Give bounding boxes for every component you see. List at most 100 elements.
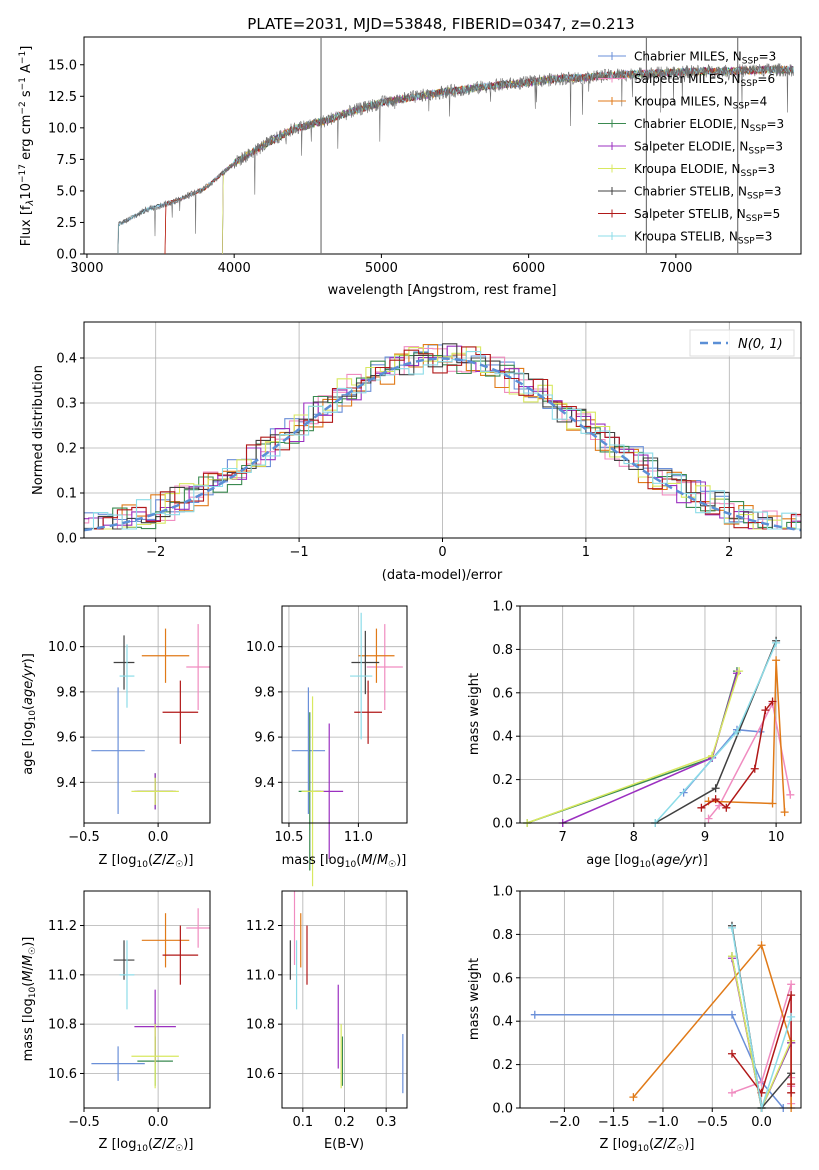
residuals-histograms [84, 343, 801, 530]
mZ-axes [83, 890, 211, 1109]
spectrum-x-tick-label: 6000 [512, 261, 545, 276]
mZ-y-label: mass [log10(M/M☉)] [21, 937, 38, 1062]
ageZ-x-tick-label: 0.0 [148, 830, 169, 845]
legend-label-salpeter_stelib: Salpeter STELIB, NSSP=5 [634, 207, 780, 224]
mE-y-tick-label: 11.2 [246, 919, 275, 934]
ageM-x-tick-label: 11.0 [344, 830, 373, 845]
wZ-marker-salpeter_miles [727, 1088, 736, 1097]
wZ-marker-kroupa_miles [757, 941, 766, 950]
spectrum-x-label: wavelength [Angstrom, rest frame] [328, 283, 557, 298]
spectrum-y-tick-label: 5.0 [56, 184, 77, 199]
spectrum-y-tick-label: 7.5 [56, 153, 77, 168]
legend-label: N(0, 1) [738, 337, 783, 352]
wAge-x-tick-label: 7 [559, 830, 567, 845]
residuals-y-tick-label: 0.2 [56, 442, 77, 457]
wZ-x-tick-label: −1.0 [647, 1115, 679, 1130]
mZ-y-tick-label: 11.0 [48, 968, 77, 983]
spectrum-y-tick-label: 2.5 [56, 216, 77, 231]
wAge-marker-kroupa_miles [780, 808, 789, 817]
wZ-y-tick-label: 1.0 [492, 885, 513, 900]
wZ-y-tick-label: 0.4 [492, 1015, 513, 1030]
wZ-x-tick-label: 0.0 [751, 1115, 772, 1130]
wAge-y-tick-label: 0.8 [492, 643, 513, 658]
residuals-y-label: Normed distribution [31, 365, 46, 495]
ageZ-y-tick-label: 9.8 [56, 685, 77, 700]
legend-label-salpeter_elodie: Salpeter ELODIE, NSSP=3 [634, 140, 783, 157]
wZ-y-tick-label: 0.2 [492, 1058, 513, 1073]
residuals-legend: N(0, 1) [689, 329, 795, 357]
legend-label-kroupa_miles: Kroupa MILES, NSSP=4 [634, 95, 767, 112]
residuals-y-tick-label: 0.3 [56, 397, 77, 412]
spectrum-x-tick-label: 3000 [70, 261, 103, 276]
wZ-marker-kroupa_elodie [727, 952, 736, 961]
wZ-marker-salpeter_stelib [787, 1088, 796, 1097]
wZ-axes [519, 890, 802, 1109]
histogram-chabrier_stelib [84, 343, 801, 530]
ageZ-y-tick-label: 10.0 [48, 640, 77, 655]
ageM-y-tick-label: 9.4 [254, 776, 275, 791]
wAge-marker-chabrier_stelib [711, 784, 720, 793]
spectrum-y-tick-label: 12.5 [48, 90, 77, 105]
legend-label-chabrier_miles: Chabrier MILES, NSSP=3 [634, 50, 776, 67]
ageZ-y-tick-label: 9.6 [56, 731, 77, 746]
wZ-marker-salpeter_stelib [787, 991, 796, 1000]
mZ-x-label: Z [log10(Z/Z☉)] [99, 1137, 194, 1154]
mZ-x-tick-label: 0.0 [148, 1115, 169, 1130]
wAge-marker-kroupa_stelib [732, 727, 741, 736]
mZ-y-tick-label: 11.2 [48, 919, 77, 934]
spectrum-panel: Chabrier MILES, NSSP=3 Salpeter MILES, NS… [18, 36, 802, 298]
legend-label-chabrier_elodie: Chabrier ELODIE, NSSP=3 [634, 117, 784, 134]
wZ-marker-chabrier_miles [727, 1010, 736, 1019]
wAge-marker-kroupa_stelib [772, 638, 781, 647]
wZ-x-tick-label: −2.0 [549, 1115, 581, 1130]
mass-vs-metallicity-panel: −0.5 0.0 10.6 10.8 11.0 11.2 [48, 890, 211, 1130]
mE-y-tick-label: 10.6 [246, 1067, 275, 1082]
mE-x-label: E(B-V) [324, 1137, 364, 1152]
residuals-y-tick-label: 0.0 [56, 532, 77, 547]
residuals-y-tick-label: 0.1 [56, 487, 77, 502]
mE-axes [281, 890, 408, 1109]
weight-vs-metallicity-panel: −2.0 −1.5 −1.0 −0.5 0.0 0.0 0.2 0.4 0.6 0.8 1.0 [492, 885, 802, 1130]
mass-vs-extinction-panel: 0.1 0.2 0.3 10.6 10.8 11.0 11.2 [246, 890, 408, 1130]
residuals-x-tick-label: 2 [725, 545, 733, 560]
spectrum-x-tick-label: 4000 [218, 261, 251, 276]
mE-y-tick-label: 11.0 [246, 968, 275, 983]
wZ-y-tick-label: 0.6 [492, 971, 513, 986]
residuals-y-tick-label: 0.4 [56, 352, 77, 367]
mE-x-tick-label: 0.1 [292, 1115, 313, 1130]
wAge-line-salpeter_stelib [701, 701, 774, 809]
spectrum-x-tick-label: 7000 [659, 261, 692, 276]
wZ-x-tick-label: −1.5 [598, 1115, 630, 1130]
legend-label-chabrier_stelib: Chabrier STELIB, NSSP=3 [634, 185, 782, 202]
wAge-x-tick-label: 9 [701, 830, 709, 845]
ageM-y-tick-label: 10.0 [246, 640, 275, 655]
wAge-y-tick-label: 0.4 [492, 730, 513, 745]
axis-labels: Z [log10(Z/Z☉)] age [log10(age/yr)] mass… [21, 653, 708, 1154]
residuals-panel: −2 −1 0 1 2 0.0 0.1 0.2 0.3 0.4 N(0, 1) (data-mod… [31, 321, 802, 583]
ageM-y-tick-label: 9.8 [254, 685, 275, 700]
wZ-marker-kroupa_stelib [727, 923, 736, 932]
wZ-x-label: Z [log10(Z/Z☉)] [600, 1137, 695, 1154]
wAge-marker-salpeter_stelib [768, 697, 777, 706]
legend-label-kroupa_stelib: Kroupa STELIB, NSSP=3 [634, 230, 772, 247]
wAge-y-tick-label: 1.0 [492, 600, 513, 615]
legend-label-kroupa_elodie: Kroupa ELODIE, NSSP=3 [634, 162, 775, 179]
wAge-x-tick-label: 10 [768, 830, 785, 845]
wZ-marker-kroupa_miles [629, 1093, 638, 1102]
residuals-x-label: (data-model)/error [382, 568, 503, 583]
mE-x-tick-label: 0.2 [334, 1115, 355, 1130]
spectrum-y-tick-label: 0.0 [56, 248, 77, 263]
ageZ-y-tick-label: 9.4 [56, 776, 77, 791]
wAge-marker-chabrier_miles [679, 788, 688, 797]
spectrum-lines [117, 37, 794, 254]
age-vs-mass-panel: 10.5 11.0 9.4 9.6 9.8 10.0 [246, 605, 408, 887]
figure-title: PLATE=2031, MJD=53848, FIBERID=0347, z=0… [247, 15, 634, 33]
histogram-kroupa_stelib [84, 351, 801, 530]
wAge-y-tick-label: 0.6 [492, 686, 513, 701]
ageZ-x-label: Z [log10(Z/Z☉)] [99, 853, 194, 870]
mZ-y-tick-label: 10.8 [48, 1018, 77, 1033]
wAge-marker-kroupa_miles [768, 799, 777, 808]
wZ-marker-chabrier_miles [530, 1010, 539, 1019]
wAge-y-tick-label: 0.0 [492, 817, 513, 832]
